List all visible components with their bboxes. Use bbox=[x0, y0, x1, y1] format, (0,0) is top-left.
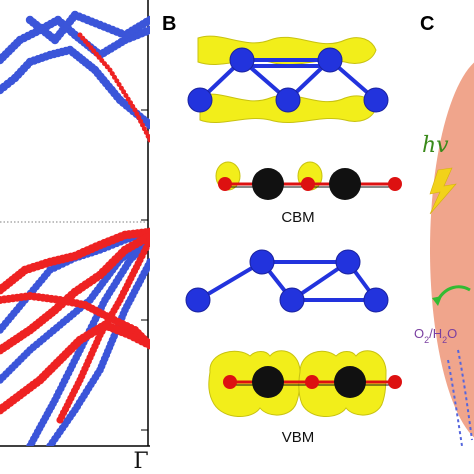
band-point bbox=[143, 130, 149, 135]
carbon-atom bbox=[252, 366, 284, 398]
cbm-label: CBM bbox=[281, 209, 314, 226]
carbon-atom bbox=[334, 366, 366, 398]
band-point bbox=[140, 122, 145, 128]
band-point bbox=[147, 137, 150, 143]
oxygen-atom bbox=[301, 177, 315, 191]
band-point bbox=[141, 126, 147, 132]
band-line bbox=[0, 292, 150, 349]
oxygen-atom bbox=[305, 375, 319, 389]
band-point bbox=[145, 25, 150, 35]
oxygen-atom bbox=[218, 177, 232, 191]
nitrogen-atom bbox=[363, 287, 389, 313]
band-point bbox=[123, 93, 129, 98]
nitrogen-atom bbox=[249, 249, 275, 275]
band-line bbox=[56, 236, 150, 424]
vbm-molecule: VBM bbox=[208, 350, 402, 446]
cbm-side-view bbox=[187, 35, 389, 124]
oxygen-atom bbox=[388, 177, 402, 191]
band-point bbox=[125, 96, 131, 102]
structure-panel: B CBM bbox=[150, 0, 412, 474]
carbon-atom bbox=[252, 168, 284, 200]
nitrogen-atom bbox=[363, 87, 389, 113]
arrow-head-icon bbox=[432, 296, 442, 306]
band-line bbox=[0, 45, 150, 130]
photocatalysis-panel: C hv O2/H2O bbox=[412, 0, 474, 474]
oxygen-atom bbox=[223, 375, 237, 389]
photon-label: hv bbox=[422, 133, 449, 158]
band-line bbox=[26, 236, 150, 446]
band-point bbox=[145, 15, 150, 25]
band-point bbox=[145, 120, 150, 130]
structure-illustration: B CBM bbox=[162, 13, 402, 446]
cbm-molecule: CBM bbox=[215, 161, 402, 226]
zigzag-chain bbox=[185, 249, 389, 313]
band-point bbox=[146, 341, 150, 349]
nitrogen-atom bbox=[187, 87, 213, 113]
vbm-label: VBM bbox=[282, 429, 315, 446]
band-curves bbox=[0, 10, 150, 446]
band-line bbox=[77, 32, 150, 143]
nitrogen-atom bbox=[317, 47, 343, 73]
dashed-trail bbox=[447, 349, 473, 447]
nitrogen-atom bbox=[275, 87, 301, 113]
band-point bbox=[130, 103, 136, 109]
band-structure-plot: Γ bbox=[0, 0, 150, 474]
band-structure-panel: Γ bbox=[0, 0, 150, 474]
nitrogen-atom bbox=[279, 287, 305, 313]
band-point bbox=[121, 89, 127, 95]
band-point bbox=[146, 236, 150, 244]
band-point bbox=[136, 115, 142, 120]
carbon-atom bbox=[329, 168, 361, 200]
band-line bbox=[25, 10, 150, 45]
band-point bbox=[138, 118, 144, 124]
nitrogen-atom bbox=[185, 287, 211, 313]
band-point bbox=[107, 67, 113, 73]
nitrogen-atom bbox=[229, 47, 255, 73]
catalyst-sphere bbox=[430, 62, 474, 438]
lightning-icon bbox=[429, 167, 457, 215]
nitrogen-atom bbox=[335, 249, 361, 275]
band-point bbox=[112, 74, 117, 80]
oxygen-atom bbox=[388, 375, 402, 389]
gamma-point-label: Γ bbox=[133, 449, 148, 474]
band-point bbox=[145, 133, 150, 139]
photocatalysis-schematic: C hv O2/H2O bbox=[414, 13, 474, 447]
band-point bbox=[146, 258, 150, 266]
panel-letter-c: C bbox=[420, 13, 434, 35]
band-point bbox=[132, 107, 138, 113]
panel-letter-b: B bbox=[162, 13, 176, 35]
band-line bbox=[0, 227, 150, 295]
band-point bbox=[118, 85, 124, 91]
band-point bbox=[109, 71, 115, 77]
band-point bbox=[134, 111, 140, 117]
band-point bbox=[116, 82, 122, 87]
species-label: O2/H2O bbox=[414, 326, 457, 345]
band-point bbox=[128, 100, 133, 106]
band-point bbox=[114, 78, 120, 84]
